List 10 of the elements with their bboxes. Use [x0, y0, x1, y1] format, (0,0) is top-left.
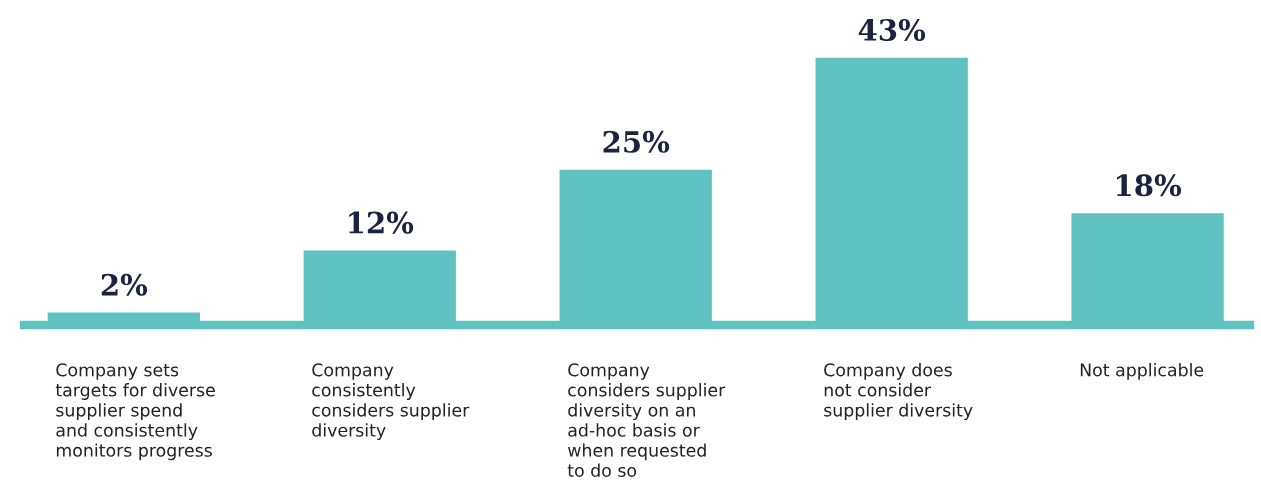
x-tick-label: Company does not consider supplier diversity	[824, 363, 973, 420]
x-tick-label: Company sets targets for diverse supplier spend and consistently monitors progress	[55, 363, 215, 461]
data-label: 2%	[101, 273, 148, 296]
data-label: 43%	[858, 18, 926, 41]
data-label: 12%	[349, 211, 414, 234]
x-tick-label: Company considers supplier diversity on an ad-hoc basis or when requested to do so	[567, 363, 726, 477]
x-tick-label: Not applicable	[1080, 363, 1204, 380]
data-label: 25%	[603, 130, 670, 153]
data-label: 18%	[1117, 174, 1182, 197]
x-tick-label: Company consistently considers supplier diversity	[312, 363, 470, 441]
